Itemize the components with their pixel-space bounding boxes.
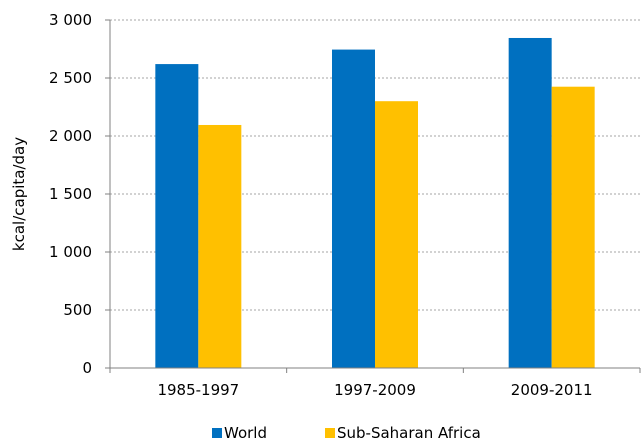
- legend: World Sub-Saharan Africa: [212, 424, 481, 442]
- y-tick-label: 2 000: [49, 127, 92, 145]
- y-tick-label: 1 500: [49, 185, 92, 203]
- x-tick-label: 2009-2011: [511, 381, 593, 399]
- x-tick-label: 1997-2009: [334, 381, 416, 399]
- y-tick-label: 3 000: [49, 11, 92, 29]
- y-axis-title: kcal/capita/day: [10, 137, 28, 251]
- y-tick-label: 1 000: [49, 243, 92, 261]
- bar-sub-saharan-africa: [551, 86, 595, 368]
- bar-world: [155, 64, 199, 368]
- axes: [105, 20, 640, 373]
- legend-swatch: [212, 428, 222, 438]
- x-tick-labels: 1985-1997 1997-2009 2009-2011: [157, 368, 641, 399]
- y-tick-labels: 0 500 1 000 1 500 2 000 2 500 3 000: [49, 11, 110, 377]
- bars: [155, 37, 595, 369]
- y-tick-label: 2 500: [49, 69, 92, 87]
- bar-world: [508, 37, 552, 368]
- legend-label: Sub-Saharan Africa: [337, 424, 481, 442]
- bar-sub-saharan-africa: [198, 124, 242, 368]
- bar-world: [332, 49, 375, 369]
- legend-swatch: [325, 428, 335, 438]
- y-tick-label: 0: [82, 359, 92, 377]
- x-tick-label: 1985-1997: [157, 381, 239, 399]
- bar-sub-saharan-africa: [375, 101, 418, 368]
- legend-label: World: [224, 424, 267, 442]
- y-tick-label: 500: [63, 301, 92, 319]
